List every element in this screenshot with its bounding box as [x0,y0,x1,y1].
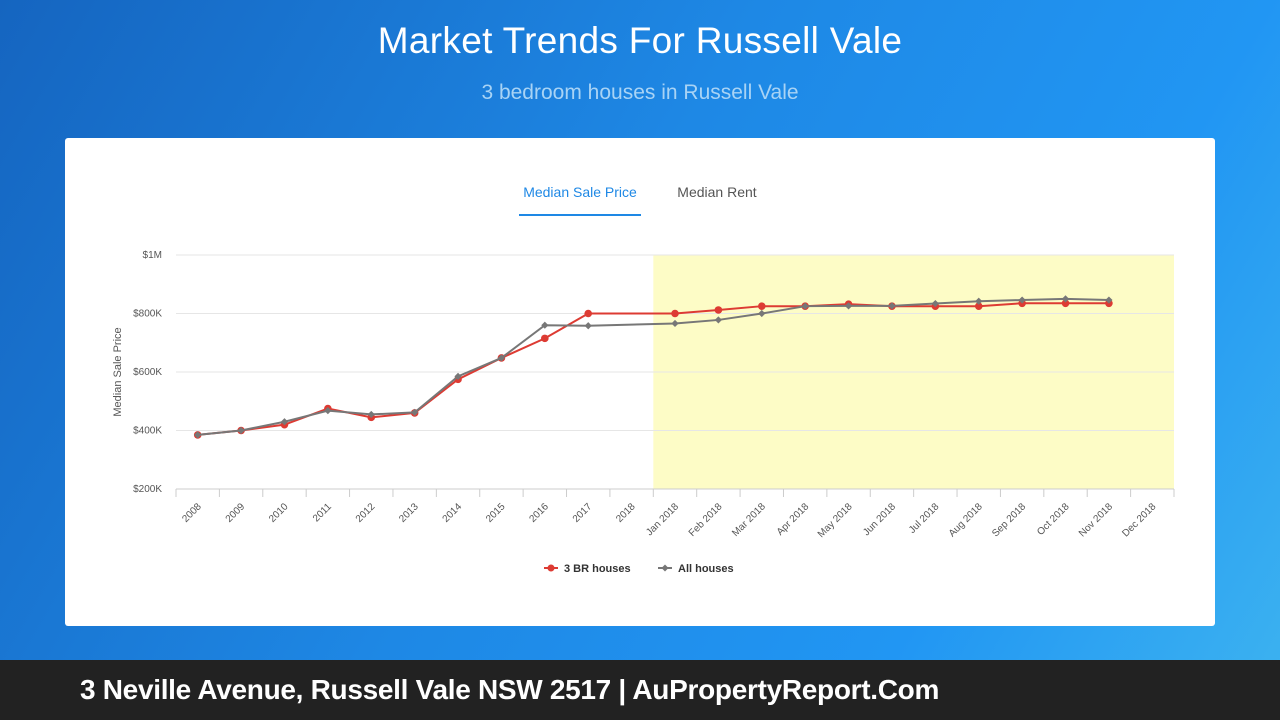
x-tick-label: Jul 2018 [907,501,942,536]
x-tick-label: Dec 2018 [1120,501,1158,539]
x-tick-label: Sep 2018 [990,501,1028,539]
x-tick-label: 2010 [267,501,291,525]
data-point-3br-houses [671,309,679,318]
y-tick-label: $1M [143,250,162,261]
data-point-all-houses [280,418,289,426]
data-point-all-houses [454,372,462,380]
data-point-all-houses [584,322,592,330]
legend-marker-all-houses [661,564,669,572]
y-tick-label: $400K [133,426,162,437]
data-point-3br-houses [714,306,723,314]
data-point-all-houses [714,316,722,324]
x-tick-label: 2015 [484,501,508,525]
y-axis-title: Median Sale Price [112,327,124,416]
x-tick-label: 2008 [180,501,204,525]
data-point-3br-houses [584,309,593,318]
x-tick-label: 2016 [527,501,551,525]
x-tick-label: 2013 [397,501,421,525]
data-point-all-houses [758,309,766,318]
tab-median-sale-price[interactable]: Median Sale Price [519,182,641,216]
x-tick-label: Jun 2018 [861,501,898,538]
data-point-all-houses [931,299,939,308]
x-tick-label: 2011 [311,501,334,524]
data-point-all-houses [411,408,419,416]
y-tick-label: $600K [133,367,162,378]
data-point-3br-houses [974,302,983,310]
x-tick-label: 2009 [224,501,248,525]
data-point-all-houses [671,319,679,328]
legend-label-3br-houses: 3 BR houses [564,563,631,575]
data-point-all-houses [194,431,202,439]
x-tick-label: Oct 2018 [1035,501,1072,538]
x-tick-label: Aug 2018 [947,501,985,539]
chart-card: Median Sale Price Median Rent $200K $400K… [65,138,1215,626]
data-point-all-houses [497,354,506,362]
y-tick-label: $200K [133,484,162,495]
legend-label-all-houses: All houses [678,563,734,575]
data-point-3br-houses [1061,299,1070,308]
page-title: Market Trends For Russell Vale [377,20,903,61]
footer-address-text: 3 Neville Avenue, Russell Vale NSW 2517 … [80,674,940,705]
data-point-all-houses [237,426,245,435]
data-point-all-houses [367,410,375,419]
tab-median-rent[interactable]: Median Rent [677,184,757,200]
x-tick-label: Jan 2018 [644,501,681,538]
data-point-all-houses [541,321,549,329]
x-tick-label: Feb 2018 [687,501,725,539]
x-tick-label: May 2018 [816,501,855,540]
data-point-all-houses [324,407,332,415]
data-point-3br-houses [757,302,766,310]
x-tick-label: Apr 2018 [775,501,812,538]
x-tick-label: 2018 [614,501,638,525]
x-tick-label: 2012 [354,501,378,525]
x-tick-label: 2017 [571,501,595,525]
median-sale-price-chart: $200K $400K $600K $800K $1M 2008 2009 2010 2011 2… [112,250,1175,575]
data-point-all-houses [801,302,809,310]
data-point-all-houses [1061,295,1070,303]
chart-tabs: Median Sale Price Median Rent [65,182,1215,218]
x-tick-label: Nov 2018 [1077,501,1115,539]
footer-bar: 3 Neville Avenue, Russell Vale NSW 2517 … [0,660,1280,720]
data-point-3br-houses [541,334,549,343]
x-tick-label: 2014 [441,501,465,525]
legend-marker-3br-houses [547,564,555,572]
y-tick-label: $800K [133,309,162,320]
x-tick-label: Mar 2018 [730,501,768,539]
page-subtitle: 3 bedroom houses in Russell Vale [481,81,799,104]
